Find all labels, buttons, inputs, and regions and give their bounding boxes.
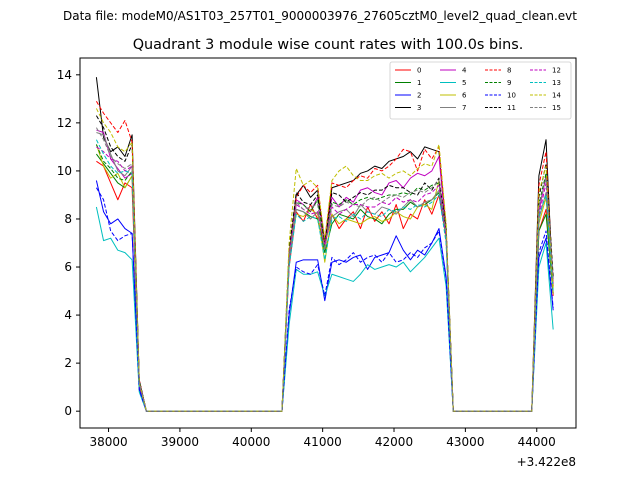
x-tick-label: 42000 <box>375 435 413 449</box>
legend-label-6: 6 <box>462 92 467 100</box>
legend-label-3: 3 <box>417 104 421 112</box>
legend-label-11: 11 <box>507 104 516 112</box>
y-tick-label: 0 <box>64 404 72 418</box>
legend-label-10: 10 <box>507 92 516 100</box>
series-layer <box>95 77 554 412</box>
y-tick-label: 12 <box>57 116 72 130</box>
series-line-12 <box>96 146 554 412</box>
x-tick-label: 39000 <box>161 435 199 449</box>
legend-label-14: 14 <box>552 92 561 100</box>
legend-label-9: 9 <box>507 79 511 87</box>
x-tick-label: 41000 <box>304 435 342 449</box>
legend-label-13: 13 <box>552 79 561 87</box>
series-line-5 <box>95 206 554 412</box>
y-tick-label: 14 <box>57 68 72 82</box>
legend-frame <box>389 61 572 120</box>
y-tick-label: 6 <box>64 260 72 274</box>
x-tick-label: 40000 <box>232 435 270 449</box>
legend-label-0: 0 <box>417 67 421 75</box>
legend-label-12: 12 <box>552 67 561 75</box>
x-axis-offset-label: +3.422e8 <box>517 455 576 469</box>
chart-title: Quadrant 3 module wise count rates with … <box>133 37 524 53</box>
y-tick-label: 4 <box>64 308 72 322</box>
y-axis: 0 2 4 6 8 10 12 14 <box>57 68 80 418</box>
x-tick-label: 43000 <box>446 435 484 449</box>
data-file-label: Data file: modeM0/AS1T03_257T01_90000039… <box>63 9 577 23</box>
legend-label-5: 5 <box>462 79 466 87</box>
x-axis: 38000 39000 40000 41000 42000 43000 44000 <box>89 428 556 449</box>
legend-label-2: 2 <box>417 92 421 100</box>
y-tick-label: 10 <box>57 164 72 178</box>
series-line-15 <box>95 127 554 412</box>
legend-label-7: 7 <box>462 104 466 112</box>
y-tick-label: 8 <box>64 212 72 226</box>
legend-label-1: 1 <box>417 79 421 87</box>
legend-label-8: 8 <box>507 67 511 75</box>
legend-label-15: 15 <box>552 104 561 112</box>
series-line-10 <box>95 187 554 412</box>
axes-frame <box>79 57 577 429</box>
x-tick-label: 38000 <box>89 435 127 449</box>
x-tick-label: 44000 <box>518 435 556 449</box>
legend-label-4: 4 <box>462 67 467 75</box>
plot-area <box>79 57 577 429</box>
y-tick-label: 2 <box>64 356 72 370</box>
